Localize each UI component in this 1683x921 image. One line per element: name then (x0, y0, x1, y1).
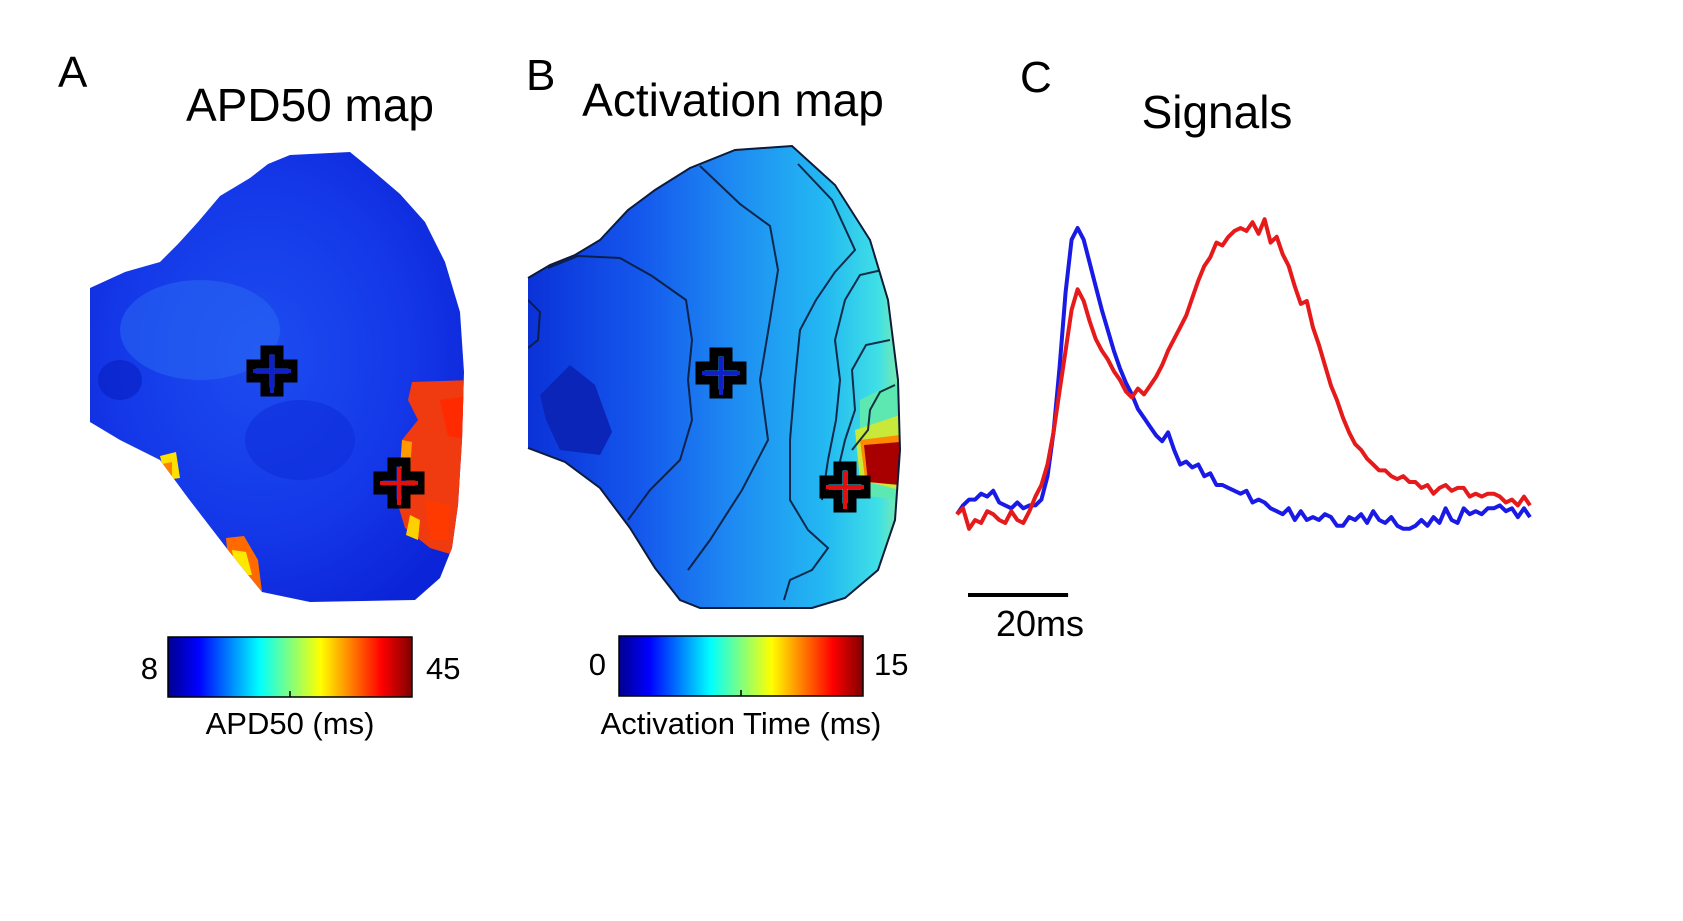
apd50-colorbar-gradient (167, 636, 413, 698)
apd50-map (90, 152, 464, 602)
panel-c-title: Signals (1142, 86, 1293, 138)
scale-bar-label: 20ms (996, 603, 1084, 644)
apd50-colorbar: 8 45 APD50 (ms) (141, 636, 460, 741)
signal-trace-red (955, 217, 1532, 531)
activation-map (527, 144, 902, 609)
panel-a-title: APD50 map (186, 79, 434, 131)
act-blue-marker (702, 357, 740, 395)
apd50-colorbar-max: 45 (426, 651, 460, 686)
act-blue-marker-outline (695, 347, 747, 399)
act-red-marker-outline (819, 461, 871, 513)
panel-b-letter: B (526, 51, 555, 100)
apd-blue-marker (253, 355, 291, 393)
activation-colorbar-max: 15 (874, 647, 908, 682)
apd-red-marker (380, 467, 418, 505)
apd50-colorbar-min: 8 (141, 651, 158, 686)
signals-plot: 20ms (955, 217, 1532, 644)
apd-red-marker-outline (373, 457, 425, 509)
activation-colorbar: 0 15 Activation Time (ms) (589, 635, 908, 741)
apd-blue-marker-outline (246, 345, 298, 397)
panel-a-letter: A (58, 48, 88, 97)
panel-b-title: Activation map (582, 74, 884, 126)
apd50-colorbar-label: APD50 (ms) (206, 706, 375, 741)
activation-colorbar-gradient (618, 635, 864, 697)
act-red-marker (826, 471, 864, 509)
activation-colorbar-label: Activation Time (ms) (601, 706, 882, 741)
panel-c-letter: C (1020, 53, 1052, 102)
activation-colorbar-min: 0 (589, 647, 606, 682)
